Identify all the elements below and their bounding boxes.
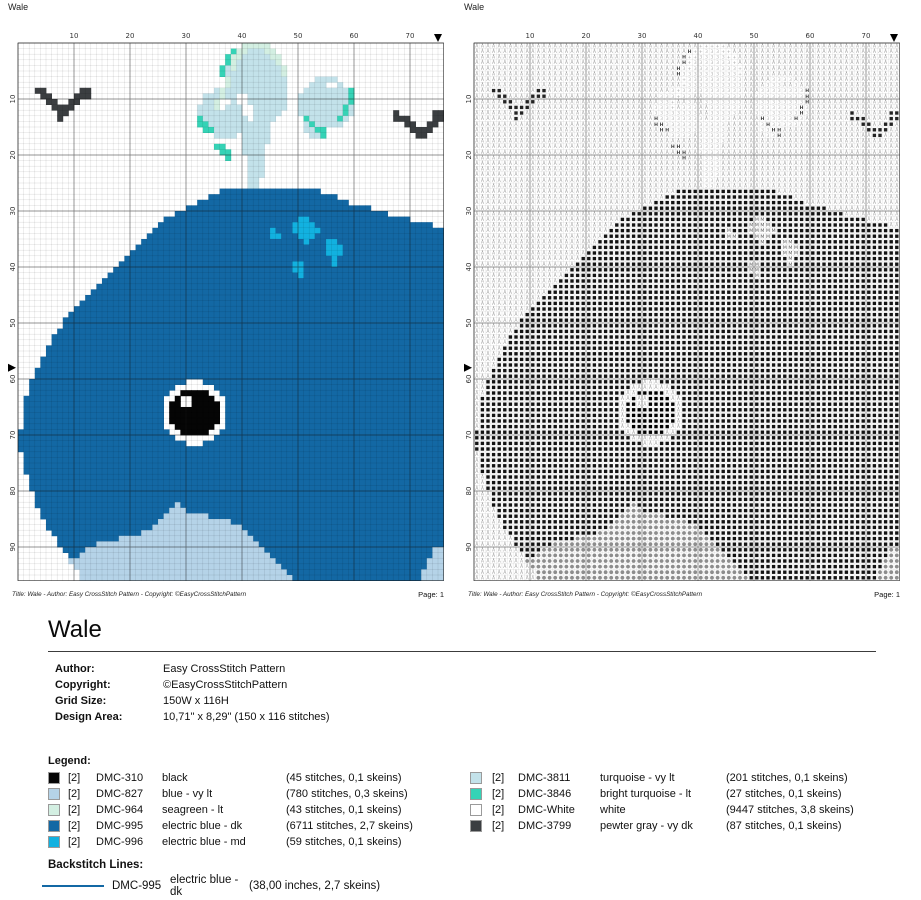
- legend-strands: [2]: [68, 820, 81, 832]
- pattern-info: Author: Easy CrossStitch Pattern Copyrig…: [55, 661, 330, 725]
- legend-color-name: black: [162, 772, 188, 784]
- panel-footer: Title: Wale - Author: Easy CrossStitch P…: [6, 590, 448, 602]
- info-row: Copyright: ©EasyCrossStitchPattern: [55, 677, 330, 693]
- footer-credit: Title: Wale - Author: Easy CrossStitch P…: [468, 591, 703, 598]
- legend-usage: (9447 stitches, 3,8 skeins): [726, 804, 854, 816]
- color-chart-panel: Wale Title: Wale - Author: Easy CrossSti…: [6, 2, 458, 602]
- legend-color-name: white: [600, 804, 626, 816]
- legend-code: DMC-995: [96, 820, 144, 832]
- legend-item: [2] DMC-996 electric blue - md (59 stitc…: [48, 834, 413, 850]
- legend-color-name: electric blue - dk: [162, 820, 243, 832]
- info-row: Design Area: 10,71" x 8,29" (150 x 116 s…: [55, 709, 330, 725]
- color-swatch: [48, 820, 60, 832]
- legend-usage: (59 stitches, 0,1 skeins): [286, 836, 402, 848]
- backstitch-heading: Backstitch Lines:: [48, 859, 144, 871]
- legend-color-name: pewter gray - vy dk: [600, 820, 693, 832]
- legend-column-left: [2] DMC-310 black (45 stitches, 0,1 skei…: [48, 770, 413, 850]
- legend-color-name: seagreen - lt: [162, 804, 224, 816]
- color-swatch: [48, 788, 60, 800]
- info-value: Easy CrossStitch Pattern: [163, 663, 286, 675]
- legend-item: [2] DMC-310 black (45 stitches, 0,1 skei…: [48, 770, 413, 786]
- color-swatch: [48, 804, 60, 816]
- legend-code: DMC-827: [96, 788, 144, 800]
- legend-item: [2] DMC-827 blue - vy lt (780 stitches, …: [48, 786, 413, 802]
- info-value: ©EasyCrossStitchPattern: [163, 679, 288, 691]
- legend-strands: [2]: [492, 772, 505, 784]
- info-label: Grid Size:: [55, 695, 107, 707]
- legend-code: DMC-964: [96, 804, 144, 816]
- legend-item: [2] DMC-995 electric blue - dk (6711 sti…: [48, 818, 413, 834]
- pattern-title: Wale: [48, 616, 876, 652]
- legend-color-name: electric blue - md: [162, 836, 246, 848]
- info-row: Grid Size: 150W x 116H: [55, 693, 330, 709]
- color-swatch: [48, 772, 60, 784]
- legend-code: DMC-996: [96, 836, 144, 848]
- color-swatch: [470, 772, 482, 784]
- legend-item: [2] DMC-White white (9447 stitches, 3,8 …: [470, 802, 854, 818]
- legend-item: [2] DMC-3846 bright turquoise - lt (27 s…: [470, 786, 854, 802]
- color-swatch: [470, 820, 482, 832]
- legend-strands: [2]: [68, 788, 81, 800]
- legend-code: DMC-3811: [518, 772, 571, 784]
- panel-title: Wale: [8, 2, 29, 12]
- backstitch-color-name: electric blue - dk: [170, 874, 239, 898]
- legend-usage: (27 stitches, 0,1 skeins): [726, 788, 842, 800]
- legend-strands: [2]: [68, 772, 81, 784]
- legend-strands: [2]: [492, 804, 505, 816]
- info-label: Author:: [55, 663, 95, 675]
- color-pattern-canvas: [6, 15, 452, 587]
- legend-strands: [2]: [492, 820, 505, 832]
- footer-credit: Title: Wale - Author: Easy CrossStitch P…: [12, 591, 247, 598]
- panel-footer: Title: Wale - Author: Easy CrossStitch P…: [462, 590, 904, 602]
- page-number: Page: 1: [418, 590, 444, 599]
- info-value: 150W x 116H: [163, 695, 229, 707]
- legend-usage: (780 stitches, 0,3 skeins): [286, 788, 408, 800]
- legend-color-name: turquoise - vy lt: [600, 772, 675, 784]
- legend-code: DMC-White: [518, 804, 575, 816]
- color-swatch: [470, 788, 482, 800]
- legend-code: DMC-3846: [518, 788, 572, 800]
- info-row: Author: Easy CrossStitch Pattern: [55, 661, 330, 677]
- symbol-pattern-canvas: [462, 15, 908, 587]
- legend-column-right: [2] DMC-3811 turquoise - vy lt (201 stit…: [470, 770, 854, 834]
- legend-item: [2] DMC-964 seagreen - lt (43 stitches, …: [48, 802, 413, 818]
- backstitch-line-sample: [42, 885, 104, 887]
- legend-usage: (45 stitches, 0,1 skeins): [286, 772, 402, 784]
- legend-heading: Legend:: [48, 755, 91, 767]
- backstitch-code: DMC-995: [112, 880, 162, 892]
- legend-color-name: bright turquoise - lt: [600, 788, 692, 800]
- legend-item: [2] DMC-3799 pewter gray - vy dk (87 sti…: [470, 818, 854, 834]
- info-label: Copyright:: [55, 679, 111, 691]
- legend-code: DMC-3799: [518, 820, 572, 832]
- backstitch-usage: (38,00 inches, 2,7 skeins): [249, 880, 381, 892]
- color-swatch: [48, 836, 60, 848]
- backstitch-item: DMC-995 electric blue - dk (38,00 inches…: [42, 874, 381, 898]
- panel-title: Wale: [464, 2, 485, 12]
- legend-strands: [2]: [68, 836, 81, 848]
- legend-usage: (6711 stitches, 2,7 skeins): [286, 820, 413, 832]
- legend-code: DMC-310: [96, 772, 144, 784]
- legend-strands: [2]: [492, 788, 505, 800]
- legend-usage: (87 stitches, 0,1 skeins): [726, 820, 842, 832]
- symbol-chart-panel: Wale Title: Wale - Author: Easy CrossSti…: [462, 2, 914, 602]
- legend-usage: (201 stitches, 0,1 skeins): [726, 772, 848, 784]
- info-label: Design Area:: [55, 711, 123, 723]
- legend-color-name: blue - vy lt: [162, 788, 213, 800]
- legend-item: [2] DMC-3811 turquoise - vy lt (201 stit…: [470, 770, 854, 786]
- legend-strands: [2]: [68, 804, 81, 816]
- color-swatch: [470, 804, 482, 816]
- legend-usage: (43 stitches, 0,1 skeins): [286, 804, 402, 816]
- page-number: Page: 1: [874, 590, 900, 599]
- info-value: 10,71" x 8,29" (150 x 116 stitches): [163, 711, 330, 723]
